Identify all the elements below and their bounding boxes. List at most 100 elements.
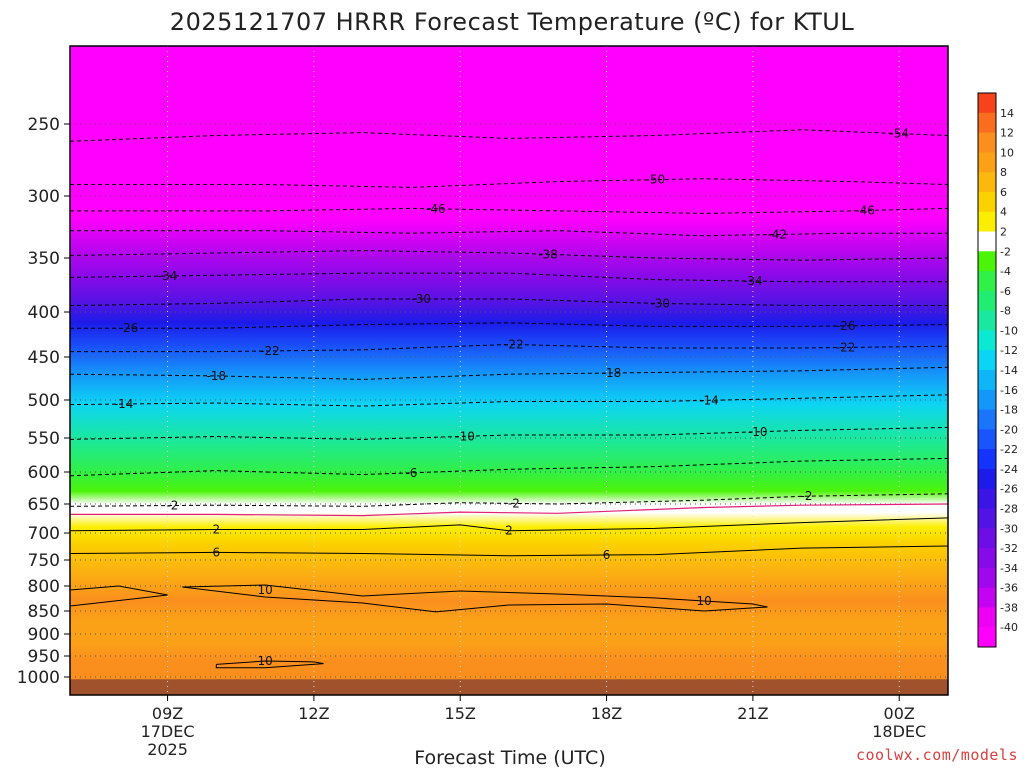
contour-line <box>70 343 948 353</box>
colorbar-label: -12 <box>1000 344 1018 357</box>
contour-line <box>70 298 948 306</box>
colorbar-label: -24 <box>1000 463 1018 476</box>
contour-label: -14 <box>699 393 719 407</box>
colorbar-label: -32 <box>1000 542 1018 555</box>
colorbar-label: 6 <box>1000 186 1007 199</box>
contour-line <box>70 545 948 557</box>
colorbar-swatch <box>978 211 996 232</box>
contour-label: 2 <box>505 524 513 538</box>
credit-text[interactable]: coolwx.com/models <box>856 746 1018 764</box>
colorbar-swatch <box>978 488 996 509</box>
contour-label: -50 <box>646 173 666 187</box>
colorbar-swatch <box>978 231 996 252</box>
colorbar-label: -38 <box>1000 601 1018 614</box>
colorbar-swatch <box>978 607 996 628</box>
y-tick-label: 350 <box>28 249 60 269</box>
colorbar-label: -6 <box>1000 285 1011 298</box>
contour-label: -2 <box>166 499 178 513</box>
contour-label: -22 <box>260 344 280 358</box>
contour-line <box>70 207 948 214</box>
y-tick-label: 550 <box>28 429 60 449</box>
contour-label: -34 <box>743 274 763 288</box>
colorbar-label: 14 <box>1000 107 1014 120</box>
contour-label: -6 <box>405 466 417 480</box>
colorbar-swatch <box>978 132 996 153</box>
contour-line <box>182 584 768 613</box>
colorbar-swatch <box>978 528 996 549</box>
contour-label: -2 <box>508 496 520 510</box>
contour-line <box>70 426 948 440</box>
x-tick-label: 2025 <box>147 740 188 759</box>
y-tick-label: 800 <box>28 577 60 597</box>
contour-label: -38 <box>538 247 558 261</box>
colorbar-swatch <box>978 310 996 331</box>
contour-label: 6 <box>213 545 221 559</box>
contour-label: -26 <box>119 321 139 335</box>
colorbar-label: 10 <box>1000 146 1014 159</box>
y-tick-label: 750 <box>28 551 60 571</box>
colorbar-swatch <box>978 172 996 193</box>
contour-label: -54 <box>889 127 909 141</box>
gridlines <box>70 46 948 695</box>
colorbar-label: -8 <box>1000 305 1011 318</box>
x-axis-label: Forecast Time (UTC) <box>414 747 605 768</box>
colorbar-label: 4 <box>1000 206 1007 219</box>
y-tick-label: 900 <box>28 625 60 645</box>
contour-line <box>70 585 168 607</box>
colorbar: 14 12 10 8 6 4 2 -2 -4 -6 -8 -10 -12 -14 -16 -18 -20 -22 -… <box>977 92 1018 648</box>
colorbar-label: -18 <box>1000 404 1018 417</box>
y-tick-label: 250 <box>28 115 60 135</box>
y-tick-label: 1000 <box>17 668 60 688</box>
contour-label: 10 <box>257 654 272 668</box>
x-tick-label: 18Z <box>591 704 622 723</box>
contour-label: 10 <box>696 594 711 608</box>
colorbar-label: -40 <box>1000 621 1018 634</box>
colorbar-label: 8 <box>1000 166 1007 179</box>
y-tick-label: 650 <box>28 495 60 515</box>
contour-line <box>70 493 948 507</box>
colorbar-label: -4 <box>1000 265 1011 278</box>
contour-label: 10 <box>257 583 272 597</box>
contour-label: 2 <box>213 523 221 537</box>
contour-line <box>70 517 948 532</box>
contour-label: -46 <box>426 202 446 216</box>
colorbar-swatch <box>978 587 996 608</box>
x-tick-label: 18DEC <box>872 722 926 741</box>
y-tick-label: 500 <box>28 391 60 411</box>
colorbar-swatch <box>978 370 996 391</box>
colorbar-swatch <box>978 350 996 371</box>
contour-line <box>215 660 324 669</box>
colorbar-label: -34 <box>1000 562 1018 575</box>
y-tick-label: 700 <box>28 524 60 544</box>
colorbar-label: 12 <box>1000 127 1014 140</box>
colorbar-label: -22 <box>1000 443 1018 456</box>
contour-line <box>70 366 948 380</box>
contour-label: -18 <box>207 369 227 383</box>
colorbar-label: -16 <box>1000 384 1018 397</box>
y-tick-label: 450 <box>28 348 60 368</box>
colorbar-swatch <box>978 112 996 134</box>
contour-label: -34 <box>158 269 178 283</box>
colorbar-swatch <box>978 251 996 272</box>
contour-label: -10 <box>748 425 768 439</box>
contour-line <box>70 250 948 261</box>
contour-label: -46 <box>855 204 875 218</box>
y-tick-label: 950 <box>28 647 60 667</box>
colorbar-swatch <box>978 429 996 450</box>
x-tick-label: 00Z <box>884 704 915 723</box>
contour-line <box>70 272 948 283</box>
colorbar-swatch <box>978 567 996 589</box>
x-tick-label: 17DEC <box>141 722 195 741</box>
chart-title: 2025121707 HRRR Forecast Temperature (ºC… <box>170 8 855 36</box>
x-tick-label: 09Z <box>152 704 183 723</box>
colorbar-label: -20 <box>1000 423 1018 436</box>
colorbar-swatch <box>978 409 996 430</box>
colorbar-swatch <box>978 152 996 173</box>
colorbar-swatch <box>978 627 996 648</box>
plot-frame <box>69 45 949 696</box>
plot-area <box>70 46 948 695</box>
contour-line <box>70 178 948 188</box>
colorbar-swatch <box>978 468 996 490</box>
contour-label: -42 <box>767 227 787 241</box>
